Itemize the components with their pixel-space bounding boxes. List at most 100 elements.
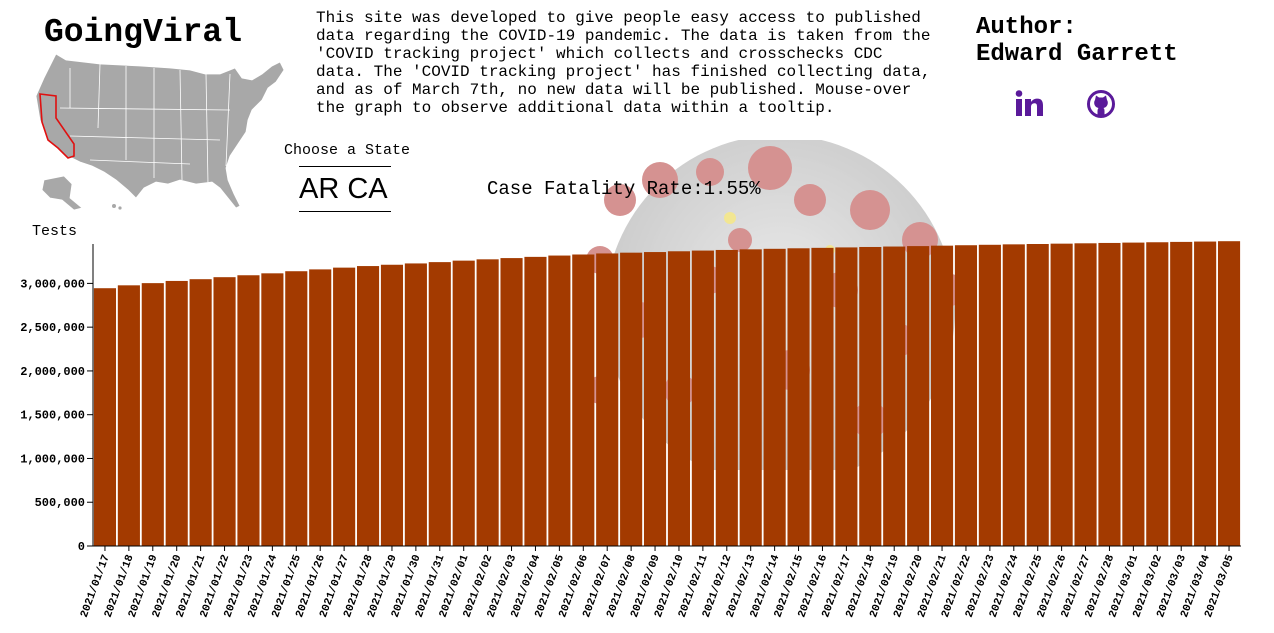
state-picker-label: Choose a State bbox=[284, 142, 411, 159]
bar[interactable] bbox=[1074, 243, 1097, 547]
x-tick-label: 2021/02/02 bbox=[462, 553, 496, 619]
bar[interactable] bbox=[189, 279, 212, 546]
author-name: Edward Garrett bbox=[976, 41, 1178, 68]
bar[interactable] bbox=[500, 258, 523, 546]
x-tick-label: 2021/02/04 bbox=[509, 553, 543, 620]
linkedin-icon[interactable] bbox=[1013, 88, 1045, 120]
bar[interactable] bbox=[643, 252, 667, 547]
bar[interactable] bbox=[1170, 241, 1193, 546]
y-tick-label: 500,000 bbox=[35, 496, 85, 510]
contiguous-us-map[interactable] bbox=[35, 53, 285, 209]
bar[interactable] bbox=[859, 246, 882, 547]
bar[interactable] bbox=[237, 275, 260, 546]
x-tick-label: 2021/02/01 bbox=[438, 553, 472, 620]
bar[interactable] bbox=[1122, 242, 1145, 546]
y-tick-label: 3,000,000 bbox=[20, 277, 85, 291]
x-tick-label: 2021/01/31 bbox=[414, 553, 448, 620]
bar[interactable] bbox=[285, 271, 308, 546]
y-tick-label: 1,500,000 bbox=[20, 409, 85, 423]
state-options[interactable]: AR CA bbox=[299, 173, 388, 205]
us-state-map[interactable] bbox=[30, 48, 292, 214]
x-tick-label: 2021/02/15 bbox=[772, 553, 806, 620]
x-tick-label: 2021/03/03 bbox=[1155, 553, 1189, 620]
bar[interactable] bbox=[213, 277, 236, 546]
x-tick-label: 2021/01/26 bbox=[294, 553, 328, 619]
bar[interactable] bbox=[1050, 243, 1073, 546]
x-tick-label: 2021/01/22 bbox=[198, 553, 232, 619]
bar[interactable] bbox=[763, 248, 786, 546]
bar[interactable] bbox=[1146, 242, 1169, 546]
bar[interactable] bbox=[404, 263, 427, 546]
x-tick-label: 2021/02/08 bbox=[605, 553, 639, 620]
bar[interactable] bbox=[883, 246, 906, 547]
bar[interactable] bbox=[572, 254, 595, 547]
bar[interactable] bbox=[620, 252, 643, 547]
alaska-map[interactable] bbox=[41, 175, 83, 211]
bar[interactable] bbox=[1002, 244, 1025, 546]
bar[interactable] bbox=[548, 255, 571, 547]
x-tick-label: 2021/02/28 bbox=[1083, 553, 1117, 620]
bar[interactable] bbox=[356, 266, 380, 546]
y-tick-label: 2,500,000 bbox=[20, 321, 85, 335]
bar[interactable] bbox=[667, 251, 691, 546]
x-tick-label: 2021/02/06 bbox=[557, 553, 591, 619]
x-tick-label: 2021/01/23 bbox=[222, 553, 256, 620]
x-tick-label: 2021/02/24 bbox=[988, 553, 1022, 620]
x-tick-label: 2021/02/05 bbox=[533, 553, 567, 620]
bar[interactable] bbox=[1098, 242, 1121, 546]
bar[interactable] bbox=[787, 248, 810, 547]
bar[interactable] bbox=[954, 245, 978, 547]
y-axis-label: Tests bbox=[32, 223, 77, 240]
x-tick-label: 2021/01/24 bbox=[246, 553, 280, 620]
x-tick-label: 2021/02/26 bbox=[1036, 553, 1070, 619]
bar[interactable] bbox=[380, 264, 404, 546]
bar[interactable] bbox=[93, 288, 117, 546]
bar[interactable] bbox=[596, 253, 619, 546]
x-tick-label: 2021/02/23 bbox=[964, 553, 998, 620]
bar[interactable] bbox=[117, 285, 140, 546]
bar[interactable] bbox=[476, 259, 499, 546]
bar[interactable] bbox=[1026, 244, 1049, 546]
bar[interactable] bbox=[978, 244, 1001, 547]
state-select[interactable]: AR CA bbox=[299, 166, 391, 212]
cfr-label: Case Fatality Rate: bbox=[487, 178, 704, 200]
author-block: Author: Edward Garrett bbox=[976, 14, 1178, 68]
bar[interactable] bbox=[333, 267, 356, 546]
x-tick-label: 2021/02/27 bbox=[1059, 553, 1093, 619]
bar[interactable] bbox=[811, 247, 834, 546]
x-tick-label: 2021/02/09 bbox=[629, 553, 663, 619]
y-tick-label: 0 bbox=[78, 540, 85, 554]
x-tick-label: 2021/02/16 bbox=[796, 553, 830, 619]
y-tick-label: 2,000,000 bbox=[20, 365, 85, 379]
x-tick-label: 2021/01/29 bbox=[366, 553, 400, 619]
x-tick-label: 2021/01/28 bbox=[342, 553, 376, 620]
x-tick-label: 2021/02/19 bbox=[868, 553, 902, 619]
bar[interactable] bbox=[715, 249, 738, 546]
bar[interactable] bbox=[261, 273, 284, 546]
x-tick-label: 2021/03/05 bbox=[1203, 553, 1237, 620]
bar[interactable] bbox=[524, 256, 547, 546]
x-tick-label: 2021/03/04 bbox=[1179, 553, 1213, 620]
bar[interactable] bbox=[907, 246, 930, 546]
bar[interactable] bbox=[165, 280, 188, 546]
california-highlight[interactable] bbox=[39, 93, 75, 159]
x-tick-label: 2021/02/14 bbox=[749, 553, 783, 620]
bar[interactable] bbox=[691, 250, 714, 546]
bar[interactable] bbox=[1194, 241, 1217, 547]
github-icon[interactable] bbox=[1085, 88, 1117, 120]
x-tick-label: 2021/03/02 bbox=[1131, 553, 1165, 619]
x-tick-label: 2021/02/12 bbox=[701, 553, 735, 619]
bar[interactable] bbox=[1217, 241, 1241, 546]
x-tick-label: 2021/02/07 bbox=[581, 553, 615, 619]
bar[interactable] bbox=[428, 262, 451, 546]
x-tick-label: 2021/02/13 bbox=[725, 553, 759, 620]
case-fatality-rate: Case Fatality Rate:1.55% bbox=[487, 178, 761, 200]
bar[interactable] bbox=[309, 269, 332, 546]
bar[interactable] bbox=[930, 245, 954, 546]
bar[interactable] bbox=[739, 249, 762, 546]
x-tick-label: 2021/03/01 bbox=[1107, 553, 1141, 620]
bar[interactable] bbox=[835, 247, 858, 546]
bar[interactable] bbox=[452, 260, 475, 546]
bar[interactable] bbox=[141, 283, 164, 546]
site-description: This site was developed to give people e… bbox=[316, 9, 931, 117]
